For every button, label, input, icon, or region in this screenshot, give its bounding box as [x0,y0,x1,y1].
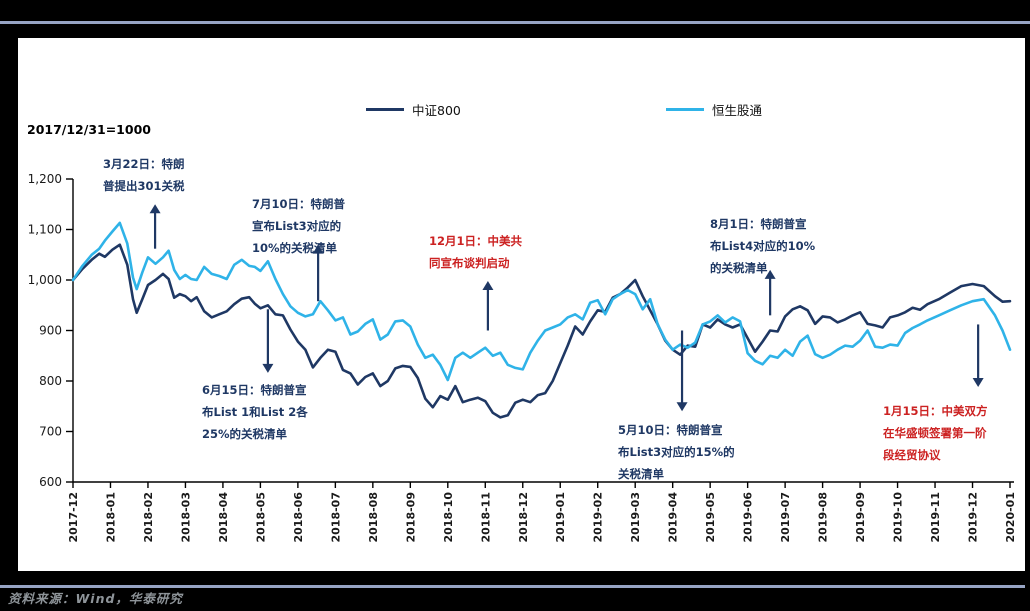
svg-text:2018-11: 2018-11 [479,492,492,542]
svg-text:2019-02: 2019-02 [592,492,605,543]
svg-text:2018-07: 2018-07 [329,492,342,543]
annotation-dec1: 12月1日：中美共 同宣布谈判启动 [429,234,523,270]
svg-text:2018-02: 2018-02 [142,492,155,543]
svg-text:1,100: 1,100 [28,223,62,237]
annotation-may10: 5月10日：特朗普宣 布List3对应的15%的 关税清单 [618,423,735,481]
svg-text:2018-12: 2018-12 [517,492,530,543]
legend-label: 中证800 [412,103,461,118]
svg-text:1,200: 1,200 [28,172,62,186]
annotation-mar22: 3月22日：特朗 普提出301关税 [103,157,185,193]
svg-text:2018-08: 2018-08 [367,492,380,543]
annotation-aug1: 8月1日：特朗普宣 布List4对应的10% 的关税清单 [710,217,816,275]
svg-text:2019-05: 2019-05 [704,492,717,543]
chart-legend: 中证800 恒生股通 [18,100,1025,118]
svg-text:2017-12: 2017-12 [67,492,80,543]
svg-text:2019-01: 2019-01 [554,492,567,543]
svg-text:2018-05: 2018-05 [254,492,267,543]
svg-text:2019-07: 2019-07 [779,492,792,543]
chart-plot-area: 600 700 800 900 1,000 1,100 1,200 2017-12 2018-0… [28,172,1017,543]
chart-panel: 600 700 800 900 1,000 1,100 1,200 2017-12 2018-0… [18,38,1025,571]
csi800-line-swatch [366,108,404,111]
source-note: 资料来源：Wind，华泰研究 [8,591,183,606]
bottom-accent-rule [0,585,1025,588]
top-accent-rule [0,21,1030,24]
svg-text:2018-03: 2018-03 [179,492,192,543]
legend-item-csi800: 中证800 [366,100,461,119]
svg-text:900: 900 [39,324,62,338]
svg-text:2018-01: 2018-01 [104,492,117,543]
svg-text:600: 600 [39,475,62,489]
svg-text:1,000: 1,000 [28,273,62,287]
svg-text:2018-04: 2018-04 [217,492,230,543]
svg-text:2019-03: 2019-03 [629,492,642,543]
svg-text:2018-10: 2018-10 [442,492,455,543]
svg-text:2018-06: 2018-06 [292,492,305,543]
index-base-note: 2017/12/31=1000 [27,122,151,137]
svg-text:2019-10: 2019-10 [892,492,905,543]
annotation-jan15: 1月15日：中美双方 在华盛顿签署第一阶 段经贸协议 [883,404,988,462]
svg-text:2019-11: 2019-11 [929,492,942,543]
svg-text:700: 700 [39,425,62,439]
svg-text:2019-06: 2019-06 [742,492,755,543]
index-line-chart: 600 700 800 900 1,000 1,100 1,200 2017-12 2018-0… [18,38,1025,571]
annotation-jul10: 7月10日：特朗普 宣布List3对应的 10%的关税清单 [252,197,346,255]
svg-text:2019-08: 2019-08 [817,492,830,543]
svg-text:2019-12: 2019-12 [967,492,980,543]
svg-text:2019-04: 2019-04 [667,492,680,543]
hssc-line-swatch [666,108,704,111]
svg-text:2020-01: 2020-01 [1004,492,1017,543]
svg-text:800: 800 [39,374,62,388]
legend-label: 恒生股通 [712,103,763,118]
annotation-jun15: 6月15日：特朗普宣 布List 1和List 2各 25%的关税清单 [202,383,308,441]
svg-text:2019-09: 2019-09 [854,492,867,543]
svg-text:2018-09: 2018-09 [404,492,417,543]
legend-item-hssc: 恒生股通 [666,100,762,119]
